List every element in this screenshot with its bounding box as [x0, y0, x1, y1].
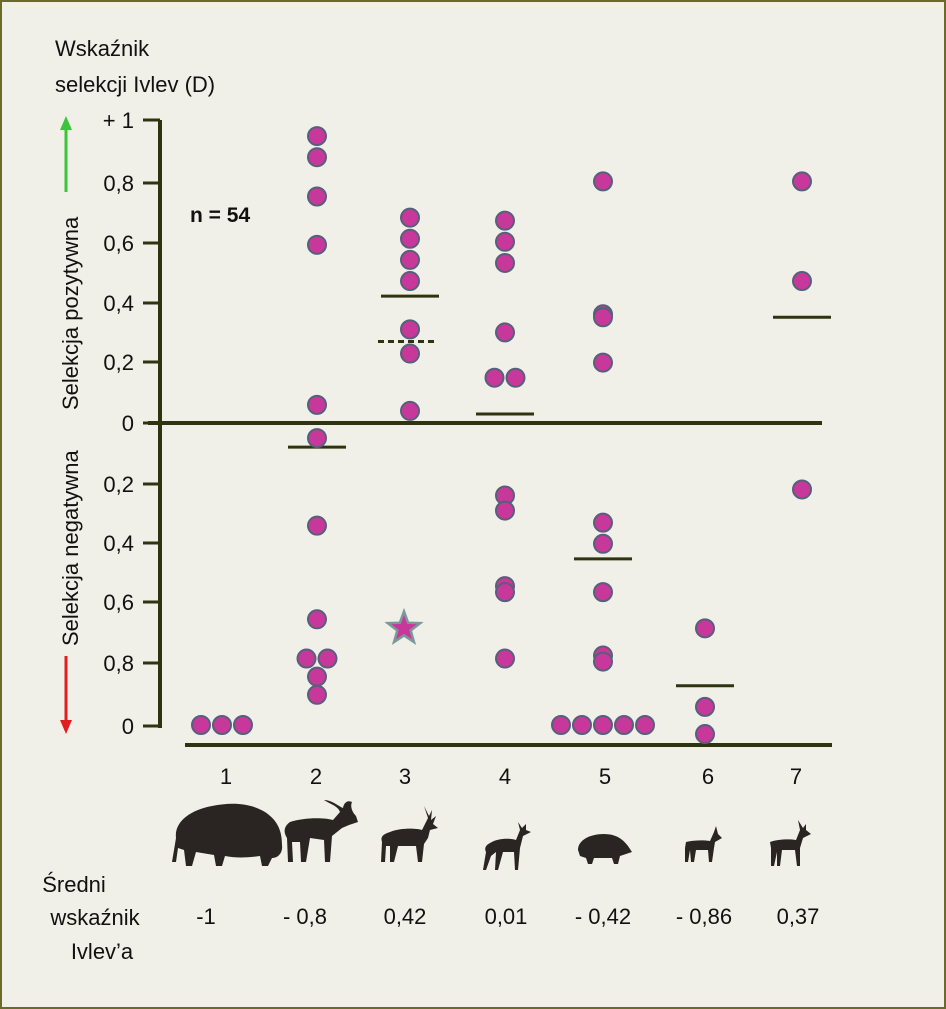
category-label: 3 [399, 764, 411, 789]
data-point [593, 533, 613, 554]
y-tick-label: 0,2 [103, 350, 134, 375]
data-point [484, 367, 505, 388]
category-label: 6 [702, 764, 714, 789]
y-ticks: + 1 0,8 0,6 0,4 0,2 0 0,2 0,4 0,6 0,8 0 [103, 108, 160, 739]
y-tick-label: 0,6 [103, 590, 134, 615]
category-labels: 1 2 3 4 5 6 7 [220, 764, 802, 789]
data-point [635, 715, 655, 735]
data-point [307, 186, 327, 207]
data-point [307, 609, 327, 630]
mean-lines [288, 294, 831, 688]
data-point [307, 684, 327, 705]
data-point [593, 715, 613, 735]
data-point [307, 515, 327, 536]
data-point [400, 319, 420, 340]
data-point [695, 724, 715, 745]
data-point [593, 352, 613, 373]
mean-label-line-2: wskaźnik [49, 905, 140, 930]
data-point [307, 126, 327, 147]
category-label: 5 [599, 764, 611, 789]
data-point [792, 479, 812, 500]
chart-title-line-2: selekcji Ivlev (D) [55, 72, 215, 97]
data-point [307, 147, 327, 168]
data-point [695, 618, 715, 639]
negative-selection-label: Selekcja negatywna [58, 450, 83, 646]
y-tick-label: 0,4 [103, 531, 134, 556]
antelope-icon [685, 826, 722, 862]
y-tick-label: + 1 [103, 108, 134, 133]
data-point [191, 715, 211, 735]
y-tick-label: 0,2 [103, 472, 134, 497]
mean-value: - 0,86 [676, 904, 732, 929]
moose-icon [284, 800, 358, 862]
data-point [400, 228, 420, 249]
y-tick-label: 0,8 [103, 171, 134, 196]
positive-selection-label: Selekcja pozytywna [58, 216, 83, 410]
data-point [614, 715, 634, 735]
data-points [191, 126, 812, 745]
data-point [307, 394, 327, 415]
data-point [400, 343, 420, 364]
data-point [307, 428, 327, 449]
mean-value: -1 [196, 904, 216, 929]
data-point [593, 512, 613, 533]
data-point [495, 252, 515, 273]
y-tick-label: 0 [122, 714, 134, 739]
data-point [296, 648, 317, 669]
data-point [233, 715, 253, 735]
mean-value: - 0,8 [283, 904, 327, 929]
data-point [593, 582, 613, 603]
red-deer-icon [381, 806, 438, 862]
data-point [307, 234, 327, 255]
arrow-down-icon [60, 656, 72, 734]
arrow-up-icon [60, 116, 72, 192]
roe-deer-icon [483, 822, 531, 870]
data-point [400, 207, 420, 228]
mean-value: 0,01 [485, 904, 528, 929]
mean-value: 0,37 [777, 904, 820, 929]
data-point [212, 715, 232, 735]
data-point [495, 210, 515, 231]
gazelle-icon [770, 820, 811, 866]
mean-value: 0,42 [384, 904, 427, 929]
mean-label-line-3: Ivlev’a [71, 939, 134, 964]
data-point [792, 171, 812, 192]
mean-label-line-1: Średni [42, 872, 106, 897]
category-label: 7 [790, 764, 802, 789]
category-label: 2 [310, 764, 322, 789]
data-point [695, 696, 715, 717]
sample-size-label: n = 54 [190, 204, 250, 227]
bison-icon [172, 803, 283, 866]
data-point [495, 648, 515, 669]
chart-title-line-1: Wskaźnik [55, 36, 150, 61]
mean-values: -1 - 0,8 0,42 0,01 - 0,42 - 0,86 0,37 [196, 904, 819, 929]
y-tick-label: 0 [122, 411, 134, 436]
y-tick-label: 0,6 [103, 231, 134, 256]
data-point [593, 307, 613, 328]
data-point [307, 666, 327, 687]
data-point [505, 367, 526, 388]
data-point [495, 500, 515, 521]
data-point [400, 249, 420, 270]
mean-value: - 0,42 [575, 904, 631, 929]
data-point [572, 715, 592, 735]
data-point [400, 271, 420, 292]
y-tick-label: 0,4 [103, 291, 134, 316]
data-point [495, 231, 515, 252]
data-point [400, 400, 420, 421]
data-point [551, 715, 571, 735]
wild-boar-icon [578, 834, 632, 864]
data-point [495, 582, 515, 603]
data-point [495, 322, 515, 343]
category-label: 4 [499, 764, 511, 789]
data-point [792, 271, 812, 292]
data-point [317, 648, 338, 669]
data-point [593, 171, 613, 192]
data-point [593, 651, 613, 672]
y-tick-label: 0,8 [103, 651, 134, 676]
star-icon [384, 607, 424, 646]
category-label: 1 [220, 764, 232, 789]
